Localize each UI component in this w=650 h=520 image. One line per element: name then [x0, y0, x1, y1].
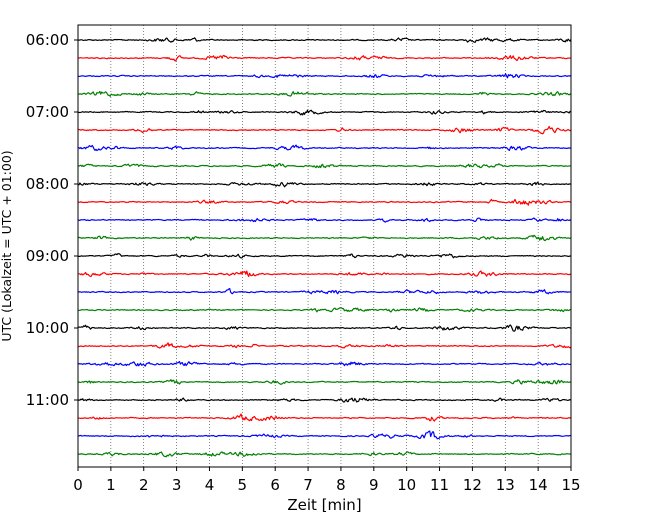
x-tick-label: 1 — [106, 476, 116, 494]
x-tick-label: 6 — [270, 476, 280, 494]
trace-0730 — [77, 144, 572, 152]
trace-1115 — [77, 413, 572, 422]
trace-0645 — [77, 90, 572, 97]
trace-1100 — [77, 397, 572, 403]
y-tick-label: 06:00 — [26, 31, 69, 49]
trace-0830 — [77, 217, 572, 223]
x-tick-label: 2 — [139, 476, 149, 494]
trace-1145 — [77, 451, 572, 458]
y-tick-label: 11:00 — [26, 391, 69, 409]
x-tick-label: 10 — [397, 476, 416, 494]
x-tick-label: 5 — [238, 476, 248, 494]
x-axis-label: Zeit [min] — [287, 496, 361, 514]
x-tick-label: 0 — [73, 476, 83, 494]
trace-0945 — [77, 307, 572, 313]
trace-0600 — [77, 37, 572, 43]
trace-0800 — [77, 181, 572, 188]
trace-0615 — [77, 54, 571, 62]
y-axis-label: UTC (Lokalzeit = UTC + 01:00) — [0, 150, 14, 341]
x-tick-label: 12 — [463, 476, 482, 494]
trace-0745 — [77, 162, 572, 169]
x-axis: 0 1 2 3 4 5 6 7 8 9 10 11 12 13 14 15 — [73, 467, 581, 494]
x-tick-label: 14 — [529, 476, 548, 494]
trace-1030 — [77, 360, 572, 367]
trace-0900 — [77, 253, 572, 259]
trace-1015 — [77, 342, 572, 349]
trace-0930 — [77, 287, 572, 295]
x-tick-label: 13 — [496, 476, 515, 494]
x-tick-label: 7 — [303, 476, 313, 494]
x-tick-label: 3 — [172, 476, 182, 494]
y-tick-label: 10:00 — [26, 319, 69, 337]
y-tick-label: 08:00 — [26, 175, 69, 193]
trace-0915 — [77, 270, 572, 278]
trace-1000 — [77, 324, 572, 332]
x-tick-label: 8 — [336, 476, 346, 494]
trace-0715 — [77, 125, 572, 135]
trace-0815 — [77, 198, 572, 206]
y-tick-label: 07:00 — [26, 103, 69, 121]
trace-group — [77, 37, 572, 458]
x-tick-label: 4 — [205, 476, 215, 494]
y-tick-label: 09:00 — [26, 247, 69, 265]
vertical-grid — [110, 25, 539, 467]
trace-0630 — [77, 73, 572, 79]
trace-0845 — [77, 234, 572, 242]
plot-frame — [77, 24, 572, 468]
trace-1130 — [77, 430, 572, 440]
x-tick-label: 11 — [430, 476, 449, 494]
trace-1045 — [77, 378, 572, 385]
y-axis: 06:00 07:00 08:00 09:00 10:00 11:00 — [26, 31, 78, 409]
trace-0700 — [77, 109, 572, 116]
x-tick-label: 9 — [369, 476, 379, 494]
x-tick-label: 15 — [561, 476, 580, 494]
